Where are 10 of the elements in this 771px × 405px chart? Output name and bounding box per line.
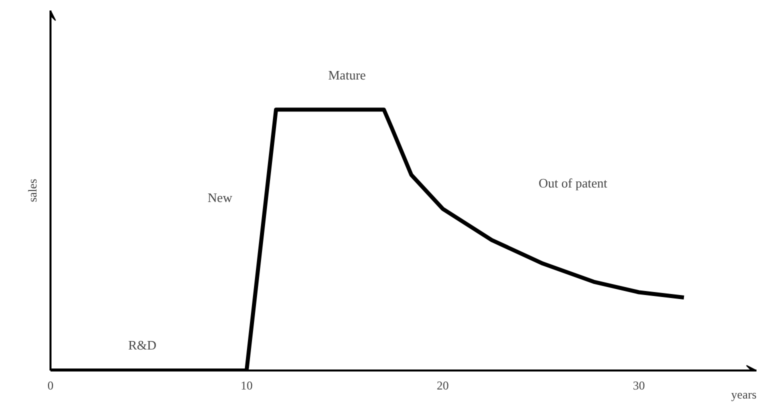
x-tick-label: 30 bbox=[632, 378, 645, 392]
x-axis-title: years bbox=[731, 388, 757, 402]
text: Mature bbox=[328, 68, 366, 82]
y-axis-title: sales bbox=[26, 178, 40, 202]
x-tick-label: 20 bbox=[436, 378, 449, 392]
annotation: New bbox=[208, 190, 233, 205]
x-tick-label: 10 bbox=[240, 378, 253, 392]
annotation: R&D bbox=[128, 338, 156, 352]
annotation: Out of patent bbox=[538, 176, 608, 190]
x-tick-label: 0 bbox=[48, 378, 54, 392]
